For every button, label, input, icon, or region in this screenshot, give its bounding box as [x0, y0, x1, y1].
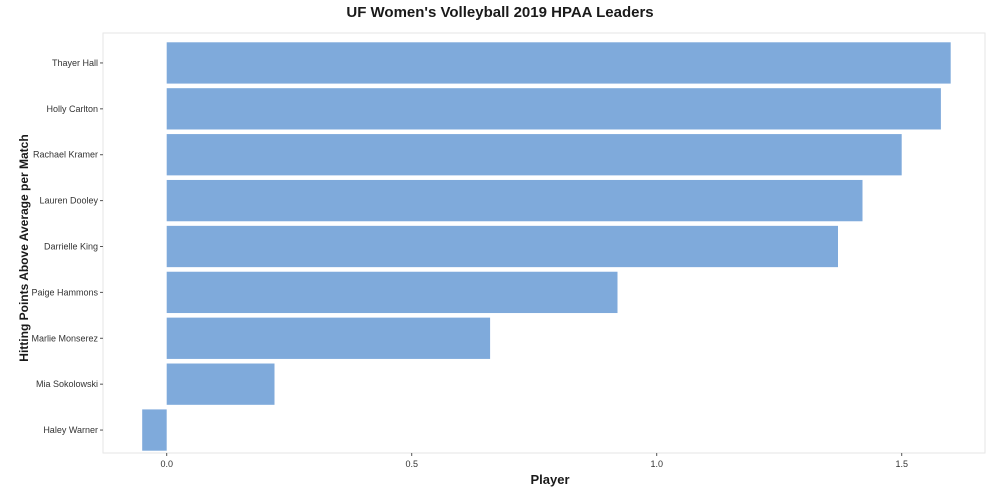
bar-paige-hammons: [166, 271, 618, 314]
bar-mia-sokolowski: [166, 363, 275, 405]
category-label: Paige Hammons: [31, 287, 98, 297]
x-tick-label: 1.5: [895, 459, 908, 469]
x-tick-label: 0.0: [160, 459, 173, 469]
x-tick-label: 1.0: [650, 459, 663, 469]
bars-group: [142, 42, 951, 451]
x-axis-label: Player: [530, 472, 570, 487]
category-label: Thayer Hall: [52, 58, 98, 68]
bar-darrielle-king: [166, 225, 838, 268]
y-axis-label: Hitting Points Above Average per Match: [17, 134, 31, 362]
category-label: Haley Warner: [43, 425, 98, 435]
bar-holly-carlton: [166, 88, 941, 130]
category-label: Lauren Dooley: [39, 196, 98, 206]
category-label: Marlie Monserez: [31, 333, 98, 343]
bar-marlie-monserez: [166, 317, 491, 359]
category-labels-group: Thayer Hall Holly Carlton Rachael Kramer La…: [31, 58, 103, 435]
category-label: Mia Sokolowski: [36, 379, 98, 389]
bar-lauren-dooley: [166, 179, 863, 222]
category-label: Rachael Kramer: [33, 150, 98, 160]
bar-haley-warner: [142, 409, 167, 451]
category-label: Darrielle King: [44, 242, 98, 252]
bar-rachael-kramer: [166, 134, 902, 176]
bar-thayer-hall: [166, 42, 951, 84]
x-ticks-group: 0.0 0.5 1.0 1.5: [160, 453, 908, 469]
x-tick-label: 0.5: [405, 459, 418, 469]
category-label: Holly Carlton: [46, 104, 98, 114]
chart-title: UF Women's Volleyball 2019 HPAA Leaders: [346, 4, 654, 21]
